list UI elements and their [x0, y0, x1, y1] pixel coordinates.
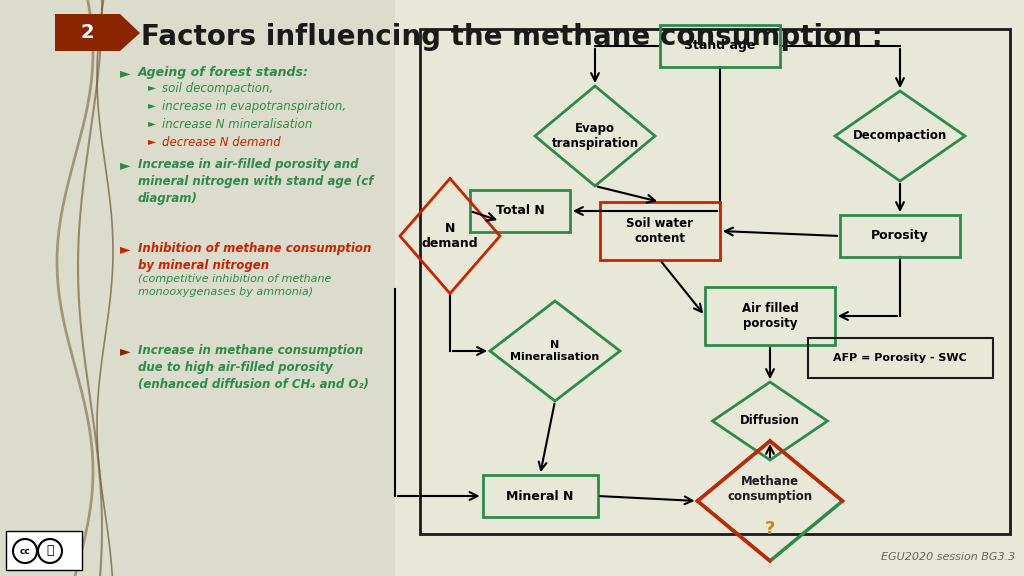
Text: ►: ► [148, 82, 156, 92]
Text: Stand age: Stand age [684, 40, 756, 52]
Text: Porosity: Porosity [871, 229, 929, 242]
Text: Decompaction: Decompaction [853, 130, 947, 142]
Text: EGU2020 session BG3.3: EGU2020 session BG3.3 [881, 552, 1015, 562]
Text: Ageing of forest stands:: Ageing of forest stands: [138, 66, 309, 79]
Polygon shape [55, 14, 140, 51]
Text: Increase in methane consumption
due to high air-filled porosity
(enhanced diffus: Increase in methane consumption due to h… [138, 344, 369, 391]
Text: N
demand: N demand [422, 222, 478, 250]
Text: Mineral N: Mineral N [506, 490, 573, 502]
Text: increase in evapotranspiration,: increase in evapotranspiration, [162, 100, 346, 113]
Text: ⓘ: ⓘ [46, 544, 53, 558]
Text: Evapo
transpiration: Evapo transpiration [552, 122, 639, 150]
FancyBboxPatch shape [6, 531, 82, 570]
FancyBboxPatch shape [0, 0, 395, 576]
Text: increase N mineralisation: increase N mineralisation [162, 118, 312, 131]
Text: ►: ► [148, 100, 156, 110]
Text: cc: cc [19, 547, 31, 555]
Text: Methane
consumption: Methane consumption [727, 475, 813, 503]
Text: soil decompaction,: soil decompaction, [162, 82, 273, 95]
Text: ►: ► [120, 66, 131, 80]
Text: ►: ► [120, 344, 131, 358]
Text: (competitive inhibition of methane
monooxygenases by ammonia): (competitive inhibition of methane monoo… [138, 274, 332, 297]
Text: Increase in air-filled porosity and
mineral nitrogen with stand age (cf
diagram): Increase in air-filled porosity and mine… [138, 158, 374, 205]
Text: ►: ► [120, 158, 131, 172]
Text: 2: 2 [80, 24, 94, 43]
Text: ►: ► [148, 118, 156, 128]
Text: Soil water
content: Soil water content [627, 217, 693, 245]
Text: AFP = Porosity - SWC: AFP = Porosity - SWC [834, 353, 967, 363]
Text: Inhibition of methane consumption
by mineral nitrogen: Inhibition of methane consumption by min… [138, 242, 372, 272]
Text: Diffusion: Diffusion [740, 415, 800, 427]
Text: Air filled
porosity: Air filled porosity [741, 302, 799, 330]
Text: ►: ► [120, 242, 131, 256]
Text: Factors influencing the methane consumption :: Factors influencing the methane consumpt… [141, 23, 883, 51]
Text: Total N: Total N [496, 204, 545, 218]
Text: N
Mineralisation: N Mineralisation [510, 340, 600, 362]
Text: ?: ? [765, 520, 775, 538]
Text: decrease N demand: decrease N demand [162, 136, 281, 149]
Text: ►: ► [148, 136, 156, 146]
